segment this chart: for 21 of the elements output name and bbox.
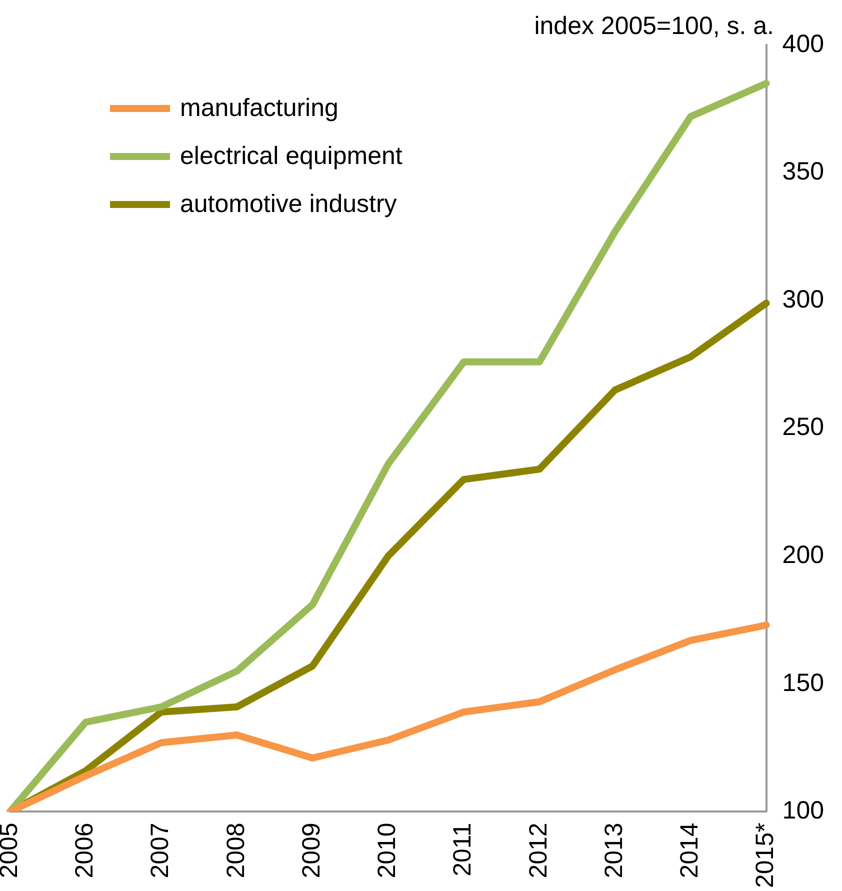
x-tick-label: 2012: [524, 822, 552, 878]
y-tick-label: 300: [782, 285, 824, 314]
legend-label: automotive industry: [180, 190, 397, 218]
legend-label: manufacturing: [180, 94, 338, 122]
y-axis-title: index 2005=100, s. a.: [534, 12, 774, 41]
x-tick-label: 2010: [373, 822, 402, 878]
y-tick-label: 250: [782, 413, 824, 442]
x-tick-label: 2006: [70, 822, 99, 878]
x-tick-label: 2013: [600, 822, 628, 878]
y-tick-label: 200: [782, 540, 824, 569]
x-tick-label: 2011: [448, 822, 477, 876]
x-tick-label: 2015*: [751, 822, 780, 888]
x-tick-label: 2008: [222, 822, 250, 878]
legend-label: electrical equipment: [180, 142, 402, 170]
y-tick-label: 100: [782, 796, 824, 825]
x-tick-label: 2007: [146, 822, 174, 878]
y-tick-label: 350: [782, 158, 824, 186]
x-tick-label: 2009: [297, 822, 326, 878]
y-tick-label: 400: [782, 30, 824, 58]
x-tick-label: 2014: [676, 822, 704, 878]
y-tick-label: 150: [782, 668, 824, 697]
